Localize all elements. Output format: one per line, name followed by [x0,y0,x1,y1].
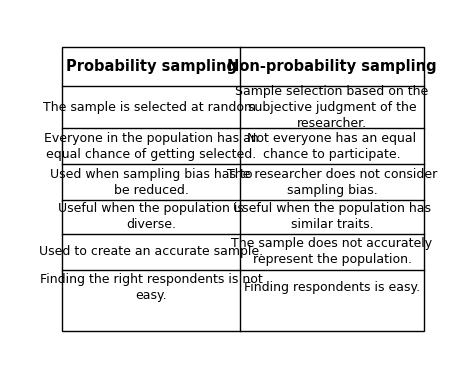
Text: Finding the right respondents is not
easy.: Finding the right respondents is not eas… [40,273,263,302]
Text: Not everyone has an equal
chance to participate.: Not everyone has an equal chance to part… [247,132,417,161]
Text: The sample is selected at random.: The sample is selected at random. [43,101,260,114]
Text: Non-probability sampling: Non-probability sampling [227,59,437,74]
Text: The researcher does not consider
sampling bias.: The researcher does not consider samplin… [227,168,437,197]
Text: Useful when the population has
similar traits.: Useful when the population has similar t… [233,202,431,231]
Text: Used when sampling bias has to
be reduced.: Used when sampling bias has to be reduce… [50,168,253,197]
Text: Useful when the population is
diverse.: Useful when the population is diverse. [58,202,244,231]
Text: Sample selection based on the
subjective judgment of the
researcher.: Sample selection based on the subjective… [236,85,428,130]
Text: Used to create an accurate sample.: Used to create an accurate sample. [39,245,264,258]
Text: The sample does not accurately
represent the population.: The sample does not accurately represent… [231,237,433,266]
Text: Finding respondents is easy.: Finding respondents is easy. [244,281,420,294]
Text: Probability sampling: Probability sampling [66,59,237,74]
Text: Everyone in the population has an
equal chance of getting selected.: Everyone in the population has an equal … [44,132,259,161]
